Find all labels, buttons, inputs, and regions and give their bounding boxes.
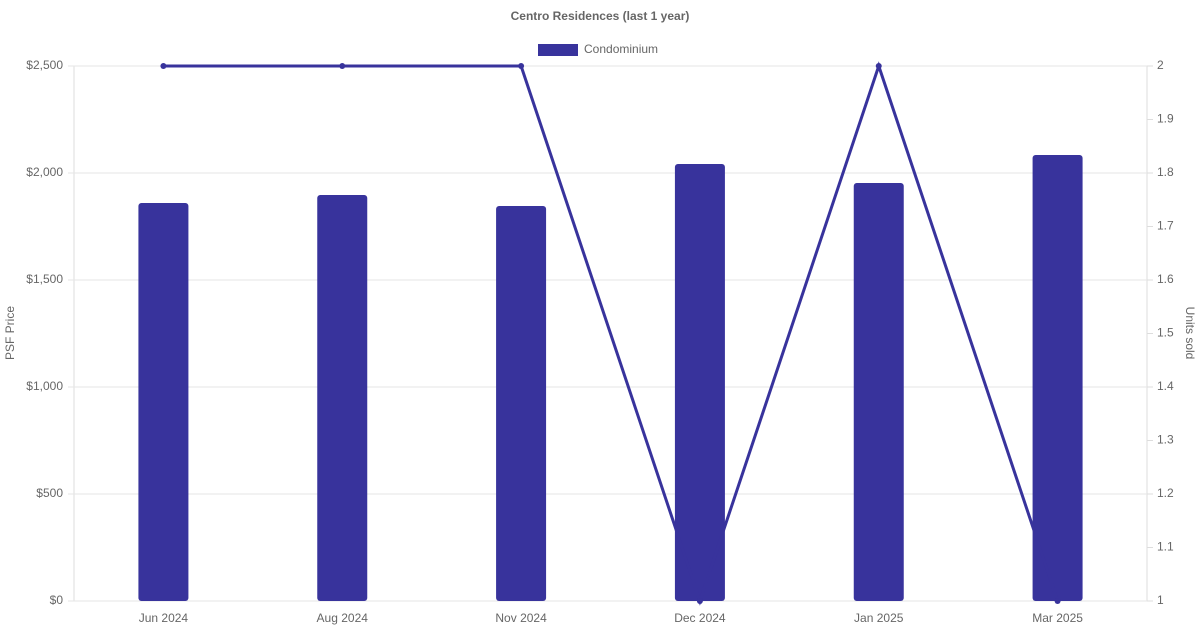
bar [138, 202, 189, 601]
y-tick-label: $0 [50, 593, 64, 607]
y2-tick-label: 1 [1157, 593, 1164, 607]
bar [317, 195, 368, 602]
y-tick-label: $500 [36, 486, 63, 500]
y-tick-label: $1,500 [26, 272, 63, 286]
legend-swatch [538, 44, 578, 56]
y-tick-label: $2,000 [26, 165, 63, 179]
line-point [160, 63, 167, 69]
y2-tick-label: 1.1 [1157, 540, 1174, 554]
line-point [1054, 598, 1061, 604]
y2-tick-label: 1.2 [1157, 486, 1174, 500]
y2-tick-label: 1.3 [1157, 433, 1174, 447]
bar [674, 164, 725, 601]
x-tick-label: Dec 2024 [674, 611, 726, 625]
legend-label: Condominium [584, 42, 658, 56]
y2-axis-title: Units sold [1183, 307, 1197, 360]
line-point [696, 598, 703, 604]
y2-tick-label: 2 [1157, 58, 1164, 72]
y-axis-title: PSF Price [3, 306, 17, 360]
y2-tick-label: 1.6 [1157, 272, 1174, 286]
bar [496, 205, 547, 601]
y-tick-label: $2,500 [26, 58, 63, 72]
y2-tick-label: 1.5 [1157, 326, 1174, 340]
bar [853, 183, 904, 602]
y-tick-label: $1,000 [26, 379, 63, 393]
x-tick-label: Jun 2024 [139, 611, 189, 625]
y2-tick-label: 1.9 [1157, 112, 1174, 126]
x-tick-label: Mar 2025 [1032, 611, 1083, 625]
x-tick-label: Aug 2024 [317, 611, 369, 625]
x-tick-label: Jan 2025 [854, 611, 904, 625]
line-point [518, 63, 525, 69]
chart-title: Centro Residences (last 1 year) [511, 9, 690, 23]
line-point [339, 63, 346, 69]
bar [1032, 155, 1083, 602]
x-tick-label: Nov 2024 [495, 611, 547, 625]
line-point [875, 63, 882, 69]
y2-tick-label: 1.4 [1157, 379, 1174, 393]
y2-tick-label: 1.7 [1157, 219, 1174, 233]
y2-tick-label: 1.8 [1157, 165, 1174, 179]
line [163, 61, 1060, 606]
